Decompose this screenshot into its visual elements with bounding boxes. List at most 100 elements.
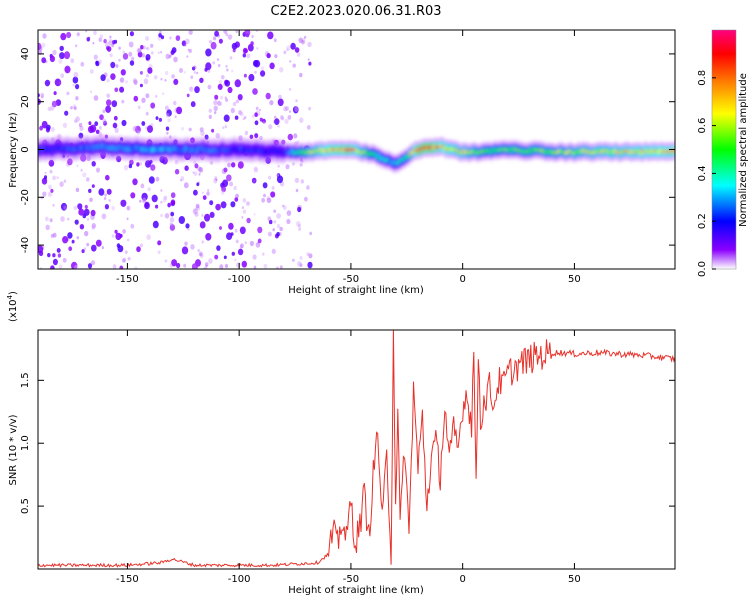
noise-speckle [297,223,301,228]
noise-speckle [74,264,79,269]
noise-speckle [75,187,80,192]
noise-speckle [257,226,263,234]
noise-speckle [165,53,170,60]
noise-speckle [205,233,212,241]
noise-speckle [237,161,244,169]
noise-speckle [183,263,187,268]
noise-speckle [217,100,221,106]
noise-speckle [207,188,210,192]
noise-speckle [77,203,83,210]
noise-speckle [105,105,111,113]
noise-speckle [46,124,51,131]
noise-speckle [102,109,106,114]
noise-speckle [129,60,135,66]
noise-speckle [167,202,171,208]
noise-speckle [308,61,312,66]
noise-speckle [183,182,189,189]
noise-speckle [199,253,204,258]
noise-speckle [70,58,75,64]
noise-speckle [44,79,51,87]
noise-speckle [279,265,283,269]
noise-speckle [193,171,198,176]
noise-speckle [72,83,75,87]
noise-speckle [111,234,115,238]
noise-speckle [66,91,70,96]
colorbar-tick-label: 0.6 [697,118,708,134]
noise-speckle [124,250,128,254]
noise-speckle [119,86,125,93]
noise-speckle [221,186,227,193]
noise-speckle [120,199,127,207]
noise-speckle [190,244,195,250]
noise-speckle [141,121,146,126]
noise-speckle [209,200,214,206]
noise-speckle [106,93,110,98]
noise-speckle [122,50,125,54]
noise-speckle [255,242,261,248]
colorbar: 0.0 0.2 0.4 0.6 0.8 Normalized spectral ampl… [697,29,749,277]
noise-speckle [43,175,48,180]
noise-speckle [299,72,303,78]
noise-speckle [38,42,42,51]
noise-speckle [130,223,135,229]
noise-speckle [231,42,238,50]
noise-speckle [209,40,212,44]
noise-speckle [234,197,239,202]
snr-ylabel: SNR (10 * v/v) [8,414,19,485]
noise-speckle [304,196,308,202]
noise-speckle [301,40,305,45]
noise-speckle [74,219,79,225]
noise-speckle [214,94,219,100]
noise-speckle [75,96,79,101]
noise-speckle [133,95,139,102]
noise-speckle [255,106,259,111]
y-tick-label: 1.0 [20,435,31,451]
noise-speckle [297,206,302,213]
noise-speckle [112,40,116,45]
noise-speckle [54,78,62,87]
noise-speckle [272,228,276,232]
noise-speckle [76,236,80,240]
noise-speckle [223,255,227,260]
noise-speckle [274,54,278,59]
noise-speckle [111,100,118,108]
noise-speckle [283,106,288,112]
noise-speckle [235,30,239,33]
noise-speckle [139,199,142,203]
noise-speckle [45,224,50,231]
noise-speckle [239,245,243,249]
noise-speckle [50,265,55,269]
noise-speckle [197,248,200,253]
noise-speckle [62,236,69,244]
noise-speckle [50,127,55,132]
noise-speckle [252,179,256,183]
noise-speckle [204,213,211,222]
snr-series-line [38,330,675,568]
noise-speckle [58,58,63,64]
noise-speckle [102,118,107,124]
noise-speckle [52,258,58,266]
noise-speckle [73,106,77,110]
noise-speckle [41,57,47,64]
noise-speckle [74,119,78,124]
noise-speckle [72,104,77,109]
noise-speckle [152,220,159,229]
noise-speckle [120,69,126,76]
noise-speckle [219,264,224,269]
noise-speckle [157,240,162,246]
noise-speckle [173,56,178,63]
noise-speckle [289,110,292,113]
snr-frame [37,329,676,570]
noise-speckle [106,78,110,83]
noise-speckle [147,125,153,133]
noise-speckle [289,60,292,63]
noise-speckle [42,191,47,197]
noise-speckle [198,172,201,176]
noise-speckle [213,100,218,106]
noise-speckle [169,36,172,40]
noise-speckle [225,32,229,37]
noise-speckle [72,76,79,84]
noise-speckle [257,238,262,244]
noise-speckle [243,73,247,78]
noise-speckle [141,53,145,58]
